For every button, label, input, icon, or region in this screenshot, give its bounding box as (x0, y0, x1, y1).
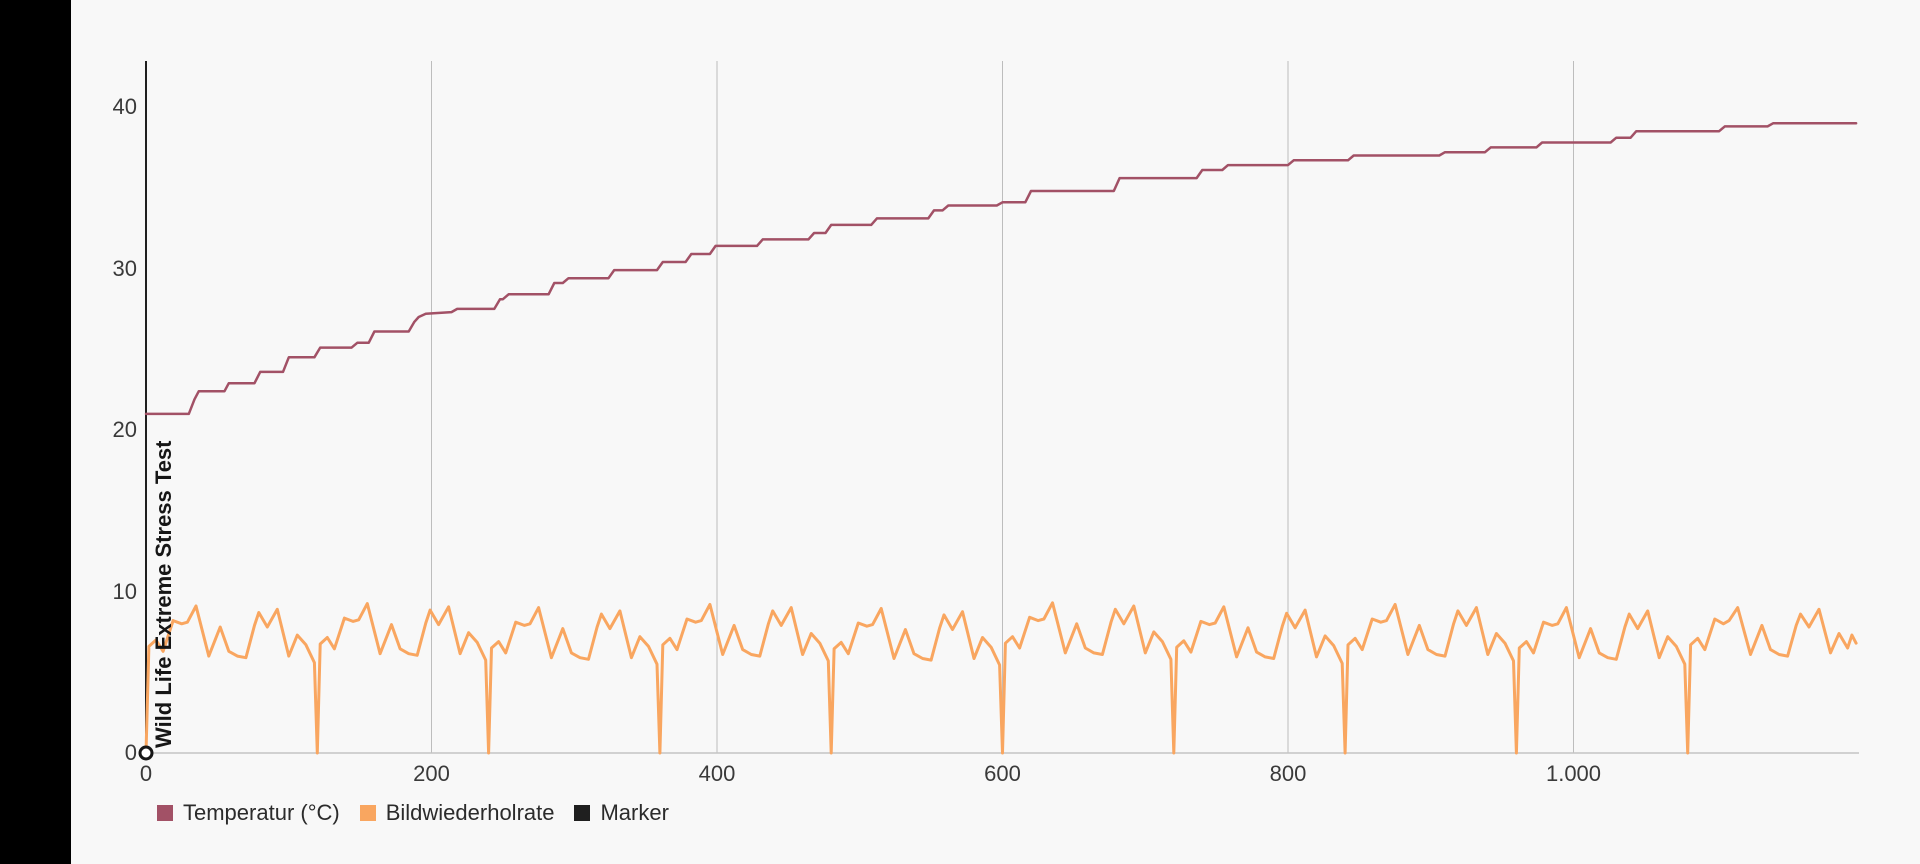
legend-item-marker[interactable]: Marker (574, 800, 669, 826)
collapsed-sidebar (0, 0, 71, 864)
temperature-swatch-icon (157, 805, 173, 821)
y-tick-label: 20 (112, 417, 137, 442)
y-tick-label: 0 (124, 740, 137, 765)
marker-swatch-icon (574, 805, 591, 821)
x-tick-label: 400 (698, 761, 736, 786)
x-tick-label: 600 (984, 761, 1021, 786)
y-tick-label: 30 (112, 255, 137, 281)
chart-legend: Temperatur (°C) Bildwiederholrate Marker (157, 800, 669, 826)
y-tick-label: 40 (112, 94, 137, 119)
x-tick-label: 1.000 (1545, 761, 1602, 786)
x-tick-label: 200 (413, 761, 450, 786)
framerate-swatch-icon (359, 805, 376, 821)
y-tick-label: 10 (112, 578, 137, 604)
marker-annotation-label: Wild Life Extreme Stress Test (151, 440, 176, 749)
legend-item-temperature[interactable]: Temperatur (°C) (157, 800, 340, 826)
legend-label: Temperatur (°C) (183, 800, 340, 825)
x-tick-label: 800 (1269, 761, 1307, 786)
legend-item-framerate[interactable]: Bildwiederholrate (359, 800, 555, 826)
legend-label: Marker (600, 800, 669, 825)
legend-label: Bildwiederholrate (385, 800, 555, 825)
x-tick-label: 0 (139, 761, 153, 786)
